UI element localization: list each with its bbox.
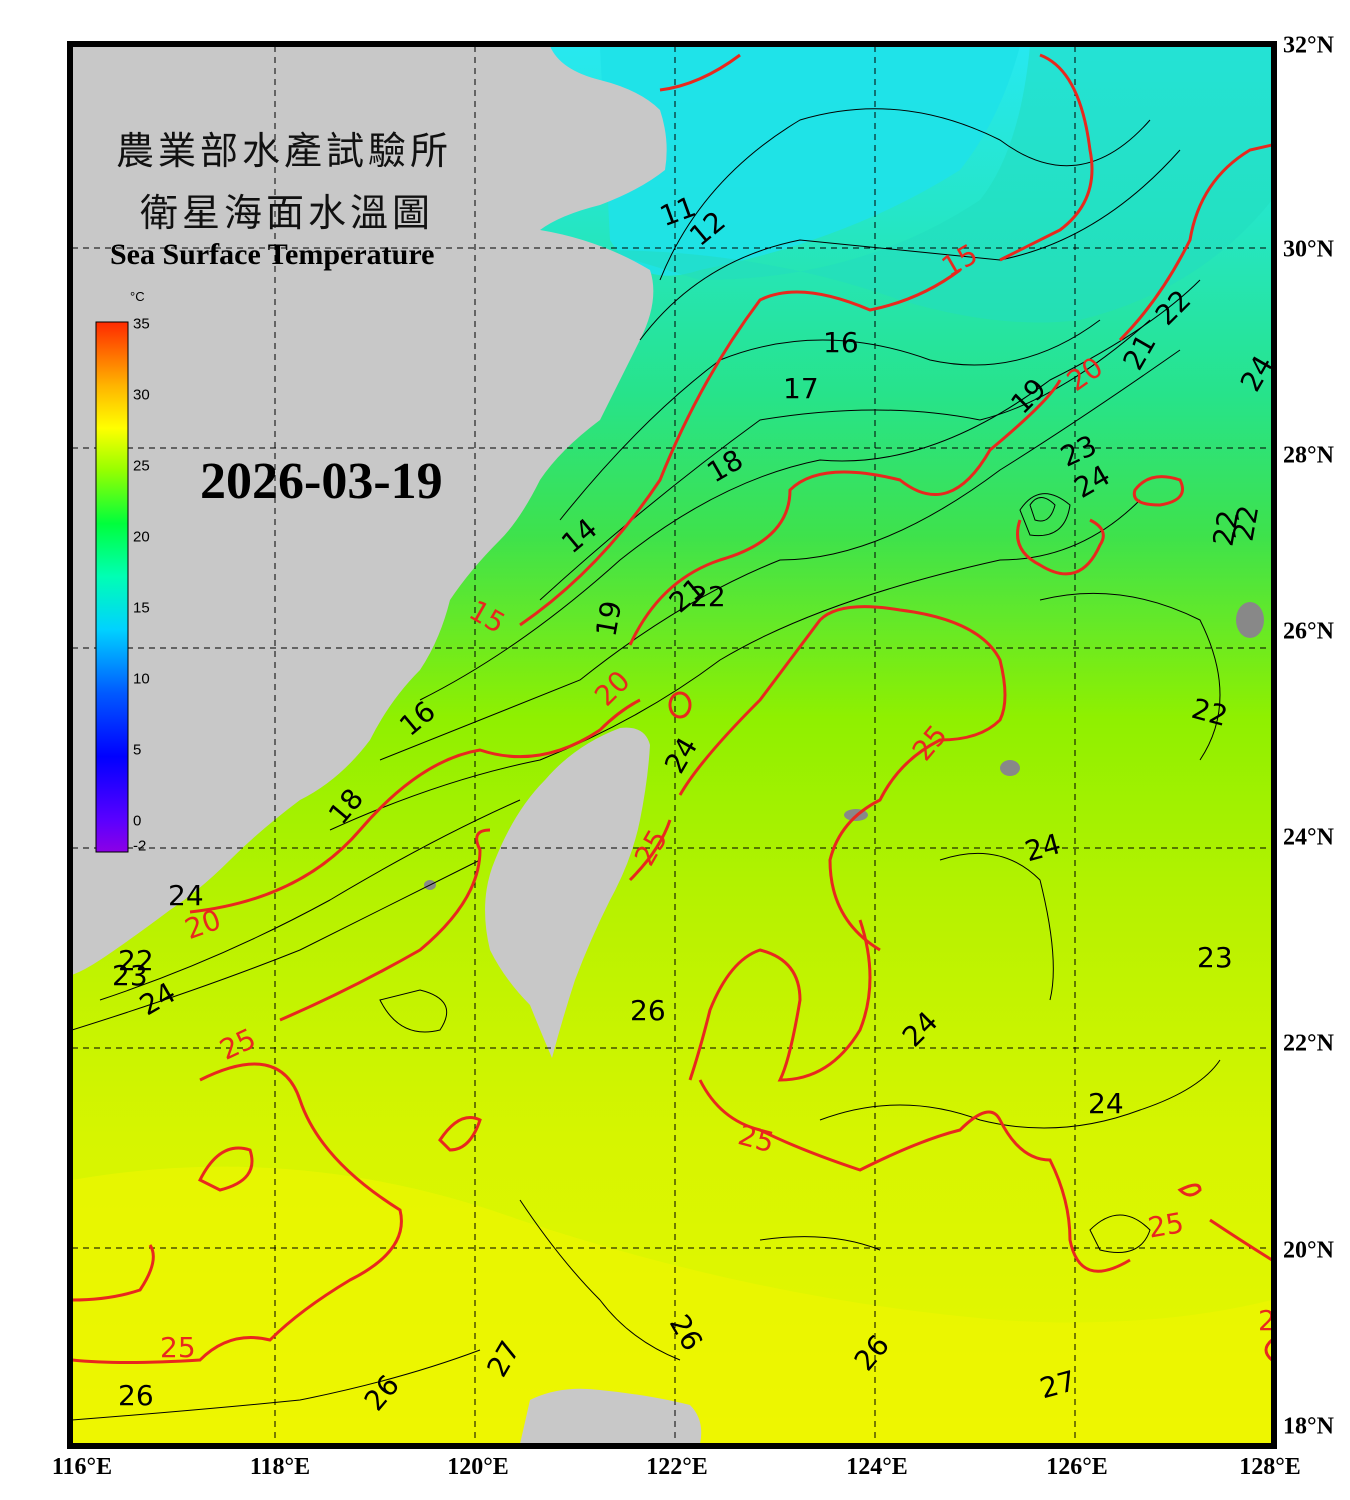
colorbar-tick: 30 [133,386,150,404]
colorbar [95,321,129,853]
contour-label-25: 25 [1145,1206,1186,1245]
contour-label-17: 17 [783,372,819,405]
colorbar-tick: 5 [133,741,142,759]
colorbar-tick: 20 [133,528,150,546]
colorbar-tick: -2 [133,837,147,855]
contour-label-22: 22 [118,944,154,977]
latitude-label: 20°N [1283,1237,1334,1264]
colorbar-tick: 0 [133,812,142,830]
latitude-label: 28°N [1283,442,1334,469]
longitude-label: 116°E [51,1454,113,1480]
contour-label-26: 26 [630,994,666,1027]
colorbar-unit: °C [130,289,145,304]
map-frame [67,41,1277,1449]
latitude-label: 18°N [1283,1413,1334,1440]
contour-label-19: 19 [590,598,629,639]
contour-label-22: 22 [1227,503,1266,544]
contour-label-22: 22 [1207,508,1246,549]
contour-label-23: 23 [1197,941,1233,974]
contour-label-25: 25 [1258,1304,1294,1337]
longitude-label: 126°E [1046,1454,1108,1480]
contour-label-16: 16 [823,326,859,359]
cool-shelf-water [600,46,1272,323]
warm-pool [72,1166,1272,1444]
colorbar-tick: 10 [133,670,150,688]
contour-label-26: 26 [118,1379,154,1412]
luzon-island [520,1388,702,1444]
latitude-label: 26°N [1283,618,1334,645]
latitude-label: 30°N [1283,236,1334,263]
major-isotherms [72,53,1272,1364]
institute-title: 農業部水產試驗所 [116,129,453,173]
longitude-label: 120°E [447,1454,509,1480]
minor-isotherms [72,108,1221,1421]
taiwan-island [485,727,650,1058]
latitude-label: 32°N [1283,32,1334,59]
longitude-label: 124°E [846,1454,908,1480]
contour-label-24: 24 [1088,1087,1124,1120]
ryukyu-island [1000,760,1020,776]
longitude-label: 122°E [646,1454,708,1480]
latitude-label: 22°N [1283,1030,1334,1057]
colorbar-tick: 25 [133,457,150,475]
longitude-label: 128°E [1239,1454,1301,1480]
cold-water-region [600,46,1020,276]
contour-label-24: 24 [168,879,204,912]
colorbar-tick: 35 [133,315,150,333]
observation-date: 2026-03-19 [200,453,443,510]
latitude-label: 24°N [1283,824,1334,851]
contour-label-25: 25 [160,1331,196,1364]
map-title-english: Sea Surface Temperature [110,238,435,271]
contour-label-23: 23 [112,959,148,992]
mainland-china [72,46,667,975]
colorbar-tick: 15 [133,599,150,617]
ryukyu-island [1236,602,1264,638]
longitude-label: 118°E [249,1454,311,1480]
map-title-chinese: 衛星海面水溫圖 [140,191,435,235]
contour-label-22: 22 [690,580,726,613]
